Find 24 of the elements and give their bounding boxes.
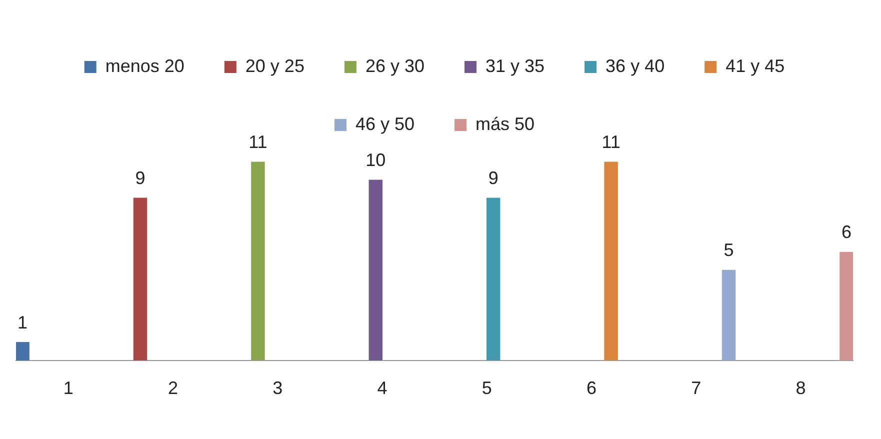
x-tick-label: 1 (63, 378, 74, 398)
legend-label: 20 y 25 (245, 56, 304, 76)
data-label: 6 (841, 222, 852, 242)
x-tick-label: 5 (482, 378, 492, 398)
data-label: 5 (724, 240, 734, 260)
data-label: 1 (18, 312, 28, 332)
x-tick-label: 4 (377, 378, 388, 398)
x-tick-label: 2 (168, 378, 178, 398)
data-label: 9 (135, 168, 146, 188)
data-label: 10 (366, 150, 386, 170)
data-label: 9 (488, 168, 498, 188)
x-tick-label: 3 (272, 378, 283, 398)
data-label: 11 (602, 132, 620, 152)
legend-label: 31 y 35 (486, 56, 545, 76)
legend-label: 26 y 30 (365, 56, 425, 76)
data-label: 11 (248, 132, 268, 152)
legend-label: menos 20 (105, 56, 184, 76)
x-tick-label: 6 (586, 378, 596, 398)
legend-label: más 50 (476, 114, 535, 134)
x-tick-label: 7 (691, 378, 702, 398)
legend-label: 36 y 40 (606, 56, 665, 76)
x-tick-label: 8 (796, 378, 806, 398)
legend-label: 46 y 50 (355, 114, 415, 134)
legend-label: 41 y 45 (726, 56, 785, 76)
